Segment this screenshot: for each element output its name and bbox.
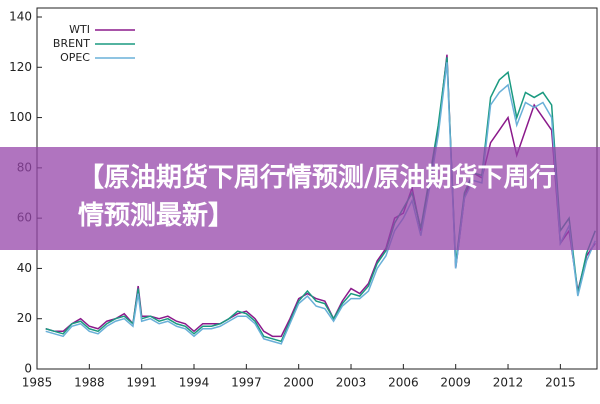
x-tick-label: 1994: [179, 376, 210, 390]
banner: 【原油期货下周行情预测/原油期货下周行情预测最新】: [0, 147, 600, 250]
x-tick-label: 1985: [22, 376, 53, 390]
x-tick-label: 2012: [493, 376, 524, 390]
y-tick-label: 20: [17, 311, 32, 325]
legend-label: BRENT: [53, 37, 90, 50]
x-tick-label: 2003: [336, 376, 367, 390]
x-tick-label: 1997: [231, 376, 262, 390]
banner-text: 【原油期货下周行情预测/原油期货下周行情预测最新】: [78, 163, 556, 231]
x-tick-label: 2009: [440, 376, 471, 390]
y-tick-label: 140: [9, 10, 32, 24]
legend-label: OPEC: [60, 51, 90, 64]
x-tick-label: 2006: [388, 376, 419, 390]
legend-label: WTI: [69, 23, 90, 36]
x-tick-label: 1988: [74, 376, 105, 390]
x-tick-label: 1991: [126, 376, 157, 390]
x-tick-label: 2015: [545, 376, 576, 390]
y-tick-label: 120: [9, 60, 32, 74]
line-series: [45, 62, 596, 345]
y-tick-label: 100: [9, 110, 32, 124]
y-tick-label: 40: [17, 261, 32, 275]
x-tick-label: 2000: [283, 376, 314, 390]
y-tick-label: 0: [24, 362, 32, 376]
